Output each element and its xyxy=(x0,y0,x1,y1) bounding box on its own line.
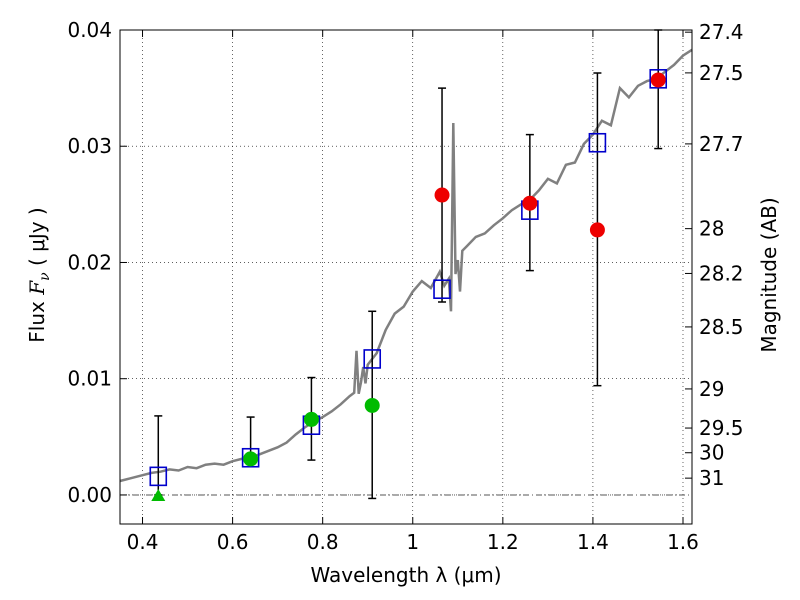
y-tick-label: 0.02 xyxy=(67,250,112,274)
x-tick-label: 1.2 xyxy=(487,530,519,554)
x-tick-label: 1 xyxy=(406,530,419,554)
green-upper-limit-triangle xyxy=(151,488,166,501)
y-tick-label: 0.03 xyxy=(67,134,112,158)
axis-ticks xyxy=(120,29,692,524)
magnitude-tick-label: 29 xyxy=(699,377,724,401)
red-data-point xyxy=(650,72,666,88)
x-tick-label: 1.6 xyxy=(667,530,699,554)
model-point-square xyxy=(588,132,607,153)
magnitude-tick-label: 27.4 xyxy=(699,20,744,44)
magnitude-tick-label: 28.5 xyxy=(699,315,744,339)
magnitude-tick-label: 30 xyxy=(699,441,724,465)
grid xyxy=(120,29,692,524)
y-axis-title-symbol: F xyxy=(25,280,49,296)
y-axis-title-prefix: Flux xyxy=(25,295,49,343)
model-point-square xyxy=(363,349,382,369)
y-tick-labels: 0.00 0.01 0.02 0.03 0.04 xyxy=(67,18,112,507)
x-axis-title: Wavelength λ (μm) xyxy=(310,563,501,587)
x-tick-label: 1.4 xyxy=(577,530,609,554)
magnitude-tick-label: 27.7 xyxy=(699,132,744,156)
green-data-point xyxy=(303,411,319,427)
magnitude-tick-label: 31 xyxy=(699,466,724,490)
magnitude-tick-label: 27.5 xyxy=(699,61,744,85)
model-point-square xyxy=(241,447,260,468)
green-data-point xyxy=(364,397,380,413)
y-tick-label: 0.01 xyxy=(67,367,112,391)
x-tick-label: 0.4 xyxy=(127,530,159,554)
magnitude-tick-label: 28 xyxy=(699,217,724,241)
y-tick-label: 0.00 xyxy=(67,483,112,507)
model-point-square xyxy=(649,69,668,89)
y-axis-title-suffix: ( μJy ) xyxy=(25,207,49,272)
x-tick-labels: 0.4 0.6 0.8 1 1.2 1.4 1.6 xyxy=(127,530,699,554)
plot-area xyxy=(119,29,693,501)
magnitude-tick-label: 29.5 xyxy=(699,416,744,440)
model-point-square xyxy=(149,466,168,487)
red-data-point xyxy=(589,222,605,238)
red-data-point xyxy=(434,187,450,203)
x-tick-label: 0.8 xyxy=(307,530,339,554)
sed-curve xyxy=(119,48,693,483)
error-bars xyxy=(154,29,663,500)
y-axis-title-subscript: ν xyxy=(37,272,53,281)
x-tick-label: 0.6 xyxy=(217,530,249,554)
data-markers xyxy=(149,69,668,501)
y-tick-label: 0.04 xyxy=(67,18,112,42)
y2-axis-title: Magnitude (AB) xyxy=(757,197,781,352)
plot-frame xyxy=(119,29,693,525)
model-point-square xyxy=(433,279,451,300)
green-data-point xyxy=(243,451,259,467)
magnitude-tick-label: 28.2 xyxy=(699,261,744,285)
red-data-point xyxy=(522,195,538,211)
y-axis-title: Flux Fν ( μJy ) xyxy=(25,207,53,342)
